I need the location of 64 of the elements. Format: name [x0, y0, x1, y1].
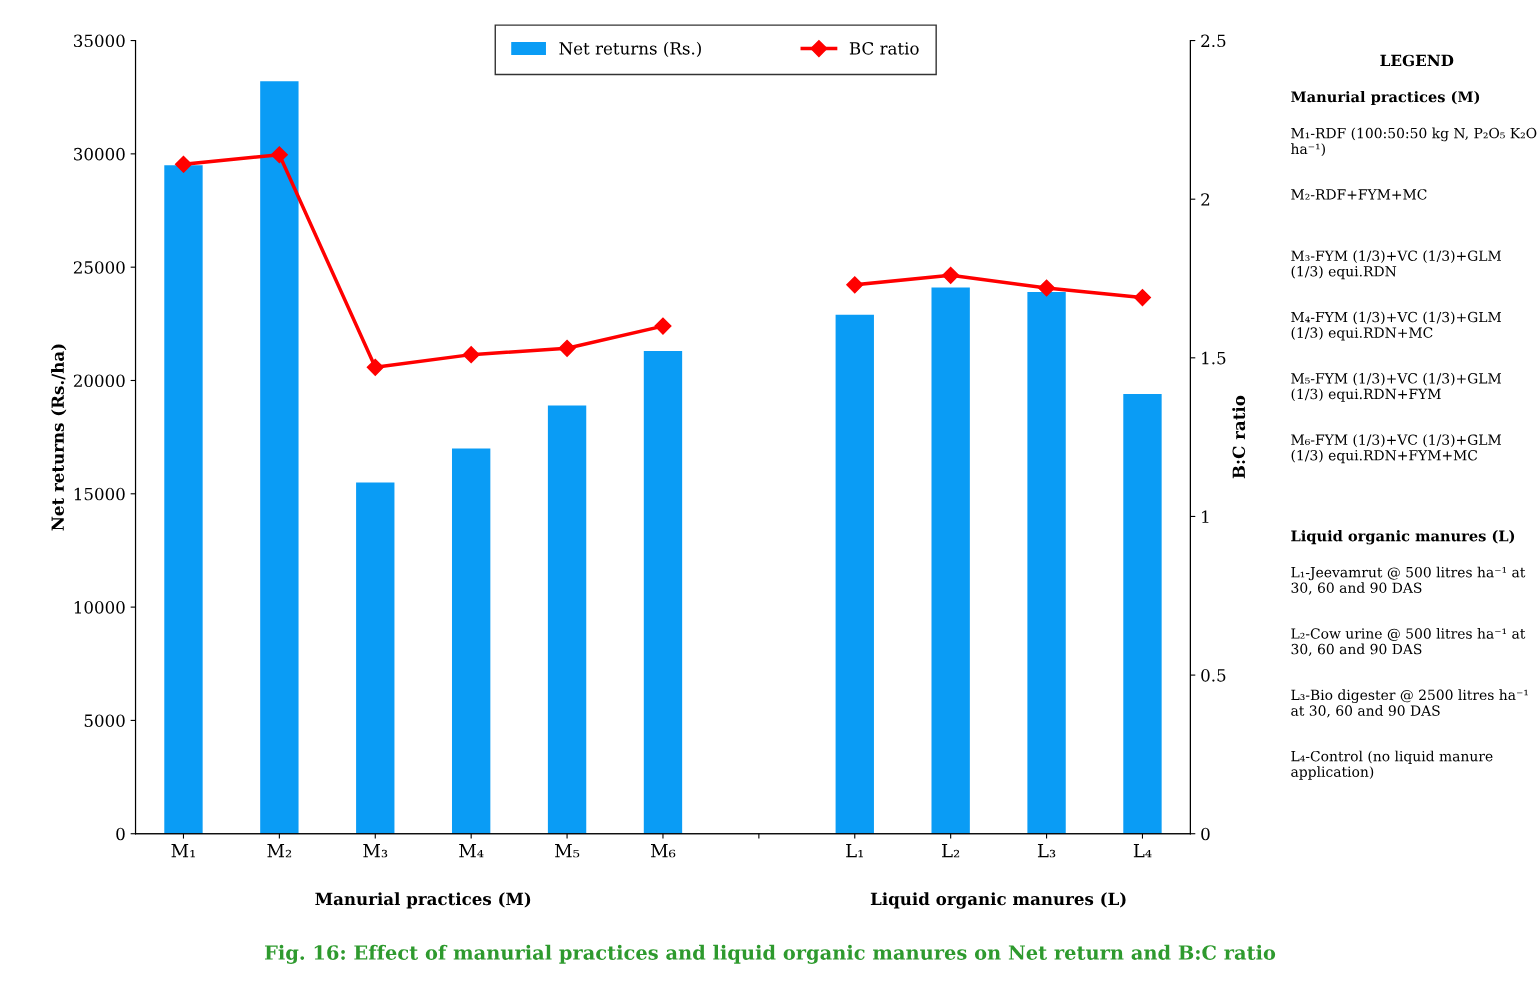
bar	[1027, 292, 1066, 834]
text: L₁-Jeevamrut @ 500 litres ha⁻¹ at 30, 60 and 90 DAS	[1291, 566, 1526, 595]
bar	[1123, 394, 1162, 834]
text: M₅-FYM (1/3)+VC (1/3)+GLM (1/3) equi.RDN+FYM	[1291, 372, 1501, 402]
text: Manurial practices (M)	[315, 892, 531, 909]
bar	[835, 314, 874, 834]
y2-tick-label: 0.5	[1201, 669, 1226, 682]
text: M₁-RDF (100:50:50 kg N, P₂O₅ K₂O ha⁻¹)	[1291, 127, 1537, 157]
y-tick-label: 35000	[74, 34, 125, 48]
y-tick-label: 5000	[84, 714, 125, 727]
legend-label: BC ratio	[849, 42, 919, 55]
x-tick-label: M₂	[267, 844, 292, 858]
x-tick-label: L₄	[1133, 844, 1152, 858]
point	[366, 358, 384, 376]
x-tick-label: L₂	[942, 844, 960, 858]
bar	[643, 351, 683, 834]
y2-axis-title: B:C ratio	[1232, 395, 1246, 479]
bar	[260, 81, 299, 834]
x-tick-label: L₃	[1037, 844, 1056, 858]
y-tick-label: 0	[116, 827, 125, 841]
bar	[164, 165, 203, 834]
y2-tick-label: 2	[1201, 193, 1210, 206]
point	[174, 155, 193, 173]
point	[1038, 279, 1056, 297]
x-tick-label: M₃	[363, 844, 388, 858]
point	[270, 146, 288, 164]
text: Liquid organic manures (L)	[1291, 530, 1515, 545]
text: M₆-FYM (1/3)+VC (1/3)+GLM (1/3) equi.RDN+FYM+MC	[1291, 434, 1501, 464]
text: M₂-RDF+FYM+MC	[1291, 189, 1427, 200]
y-tick-label: 20000	[73, 374, 125, 388]
point	[654, 317, 672, 335]
bar	[931, 287, 970, 834]
y2-tick-label: 1.5	[1202, 351, 1226, 365]
y2-tick-label: 1	[1202, 510, 1209, 523]
y2-tick-label: 2.5	[1201, 34, 1226, 48]
text: L₄-Control (no liquid manure application)	[1291, 750, 1493, 780]
bar	[356, 482, 395, 834]
y-tick-label: 15000	[74, 487, 125, 501]
text: LEGEND	[1380, 54, 1454, 67]
bar	[547, 405, 587, 834]
text: L₃-Bio digester @ 2500 litres ha⁻¹ at 30, 60 and 90 DAS	[1291, 689, 1528, 718]
y2-tick-label: 0	[1201, 827, 1210, 841]
text: L₂-Cow urine @ 500 litres ha⁻¹ at 30, 60 and 90 DAS	[1291, 628, 1526, 657]
text: Liquid organic manures (L)	[870, 892, 1126, 909]
text: Fig. 16: Effect of manurial practices and liquid organic manures on Net return and B:C ratio	[265, 944, 1276, 964]
x-tick-label: M₆	[651, 844, 676, 858]
x-tick-label: M₅	[555, 844, 580, 858]
text: Manurial practices (M)	[1291, 90, 1480, 106]
legend-label: Net returns (Rs.)	[559, 41, 701, 58]
x-tick-label: M₄	[459, 844, 484, 858]
y-tick-label: 30000	[74, 147, 125, 161]
point	[462, 346, 480, 364]
bar	[451, 448, 491, 834]
y-axis-title: Net returns (Rs./ha)	[51, 344, 67, 531]
y-tick-label: 10000	[74, 601, 125, 614]
text: M₄-FYM (1/3)+VC (1/3)+GLM (1/3) equi.RDN+MC	[1291, 311, 1501, 341]
x-tick-label: L₁	[846, 844, 863, 858]
point	[558, 339, 576, 357]
point	[846, 276, 864, 294]
point	[1133, 288, 1152, 307]
y-tick-label: 25000	[73, 261, 125, 274]
x-tick-label: M₁	[171, 844, 195, 858]
point	[942, 266, 960, 284]
text: M₃-FYM (1/3)+VC (1/3)+GLM (1/3) equi.RDN	[1291, 250, 1501, 280]
